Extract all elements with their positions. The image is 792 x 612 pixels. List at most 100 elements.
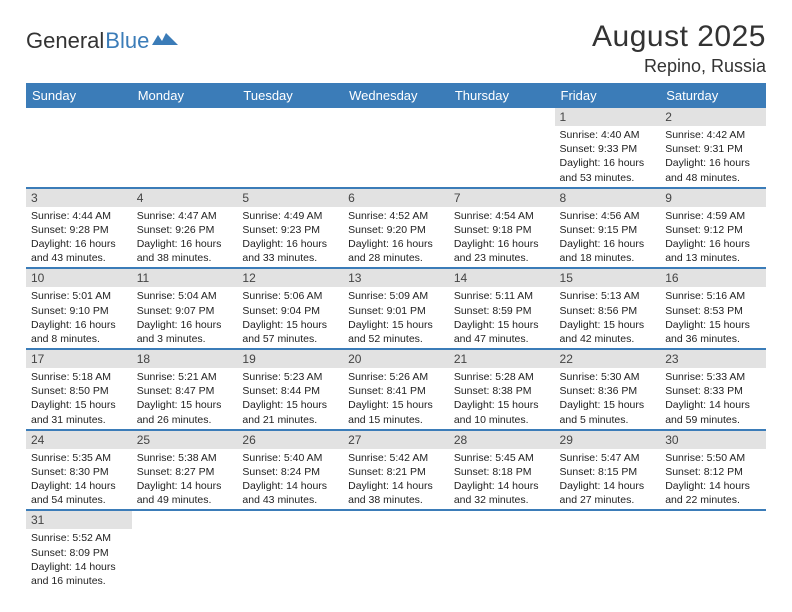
day-detail: Sunrise: 4:59 AMSunset: 9:12 PMDaylight:… xyxy=(660,207,766,268)
day-cell: 16Sunrise: 5:16 AMSunset: 8:53 PMDayligh… xyxy=(660,268,766,349)
day-detail: Sunrise: 5:38 AMSunset: 8:27 PMDaylight:… xyxy=(132,449,238,510)
day-detail: Sunrise: 5:42 AMSunset: 8:21 PMDaylight:… xyxy=(343,449,449,510)
day-number: 12 xyxy=(237,269,343,287)
day-cell: 10Sunrise: 5:01 AMSunset: 9:10 PMDayligh… xyxy=(26,268,132,349)
day-header: Friday xyxy=(555,83,661,108)
day-header: Wednesday xyxy=(343,83,449,108)
day-detail: Sunrise: 5:33 AMSunset: 8:33 PMDaylight:… xyxy=(660,368,766,429)
day-number: 25 xyxy=(132,431,238,449)
day-detail: Sunrise: 5:40 AMSunset: 8:24 PMDaylight:… xyxy=(237,449,343,510)
day-cell: 31Sunrise: 5:52 AMSunset: 8:09 PMDayligh… xyxy=(26,510,132,590)
day-header: Monday xyxy=(132,83,238,108)
day-cell: 30Sunrise: 5:50 AMSunset: 8:12 PMDayligh… xyxy=(660,430,766,511)
day-detail: Sunrise: 4:44 AMSunset: 9:28 PMDaylight:… xyxy=(26,207,132,268)
day-cell: 6Sunrise: 4:52 AMSunset: 9:20 PMDaylight… xyxy=(343,188,449,269)
page-title: August 2025 xyxy=(592,20,766,54)
week-row: 1Sunrise: 4:40 AMSunset: 9:33 PMDaylight… xyxy=(26,108,766,188)
day-detail: Sunrise: 5:45 AMSunset: 8:18 PMDaylight:… xyxy=(449,449,555,510)
day-number: 10 xyxy=(26,269,132,287)
day-detail: Sunrise: 5:11 AMSunset: 8:59 PMDaylight:… xyxy=(449,287,555,348)
day-cell: 11Sunrise: 5:04 AMSunset: 9:07 PMDayligh… xyxy=(132,268,238,349)
day-cell xyxy=(132,108,238,188)
day-header-row: SundayMondayTuesdayWednesdayThursdayFrid… xyxy=(26,83,766,108)
day-cell xyxy=(555,510,661,590)
day-number: 22 xyxy=(555,350,661,368)
day-cell: 19Sunrise: 5:23 AMSunset: 8:44 PMDayligh… xyxy=(237,349,343,430)
day-number: 17 xyxy=(26,350,132,368)
day-number: 1 xyxy=(555,108,661,126)
day-number: 15 xyxy=(555,269,661,287)
day-header: Saturday xyxy=(660,83,766,108)
day-header: Sunday xyxy=(26,83,132,108)
day-number: 11 xyxy=(132,269,238,287)
week-row: 10Sunrise: 5:01 AMSunset: 9:10 PMDayligh… xyxy=(26,268,766,349)
day-cell: 18Sunrise: 5:21 AMSunset: 8:47 PMDayligh… xyxy=(132,349,238,430)
day-cell xyxy=(449,510,555,590)
day-cell xyxy=(237,510,343,590)
calendar: SundayMondayTuesdayWednesdayThursdayFrid… xyxy=(26,83,766,590)
day-header: Tuesday xyxy=(237,83,343,108)
day-number: 18 xyxy=(132,350,238,368)
day-cell xyxy=(343,108,449,188)
calendar-body: 1Sunrise: 4:40 AMSunset: 9:33 PMDaylight… xyxy=(26,108,766,590)
day-number: 26 xyxy=(237,431,343,449)
header: GeneralBlue August 2025 Repino, Russia xyxy=(26,20,766,77)
day-cell: 1Sunrise: 4:40 AMSunset: 9:33 PMDaylight… xyxy=(555,108,661,188)
day-detail: Sunrise: 5:13 AMSunset: 8:56 PMDaylight:… xyxy=(555,287,661,348)
day-number: 30 xyxy=(660,431,766,449)
logo-icon xyxy=(152,27,178,53)
week-row: 17Sunrise: 5:18 AMSunset: 8:50 PMDayligh… xyxy=(26,349,766,430)
day-cell xyxy=(26,108,132,188)
week-row: 31Sunrise: 5:52 AMSunset: 8:09 PMDayligh… xyxy=(26,510,766,590)
day-cell: 4Sunrise: 4:47 AMSunset: 9:26 PMDaylight… xyxy=(132,188,238,269)
location: Repino, Russia xyxy=(592,56,766,77)
day-detail: Sunrise: 5:18 AMSunset: 8:50 PMDaylight:… xyxy=(26,368,132,429)
day-number: 14 xyxy=(449,269,555,287)
day-number: 6 xyxy=(343,189,449,207)
day-cell xyxy=(343,510,449,590)
logo-text-2: Blue xyxy=(105,28,149,54)
day-cell: 22Sunrise: 5:30 AMSunset: 8:36 PMDayligh… xyxy=(555,349,661,430)
logo: GeneralBlue xyxy=(26,28,178,54)
day-number: 23 xyxy=(660,350,766,368)
day-detail: Sunrise: 4:47 AMSunset: 9:26 PMDaylight:… xyxy=(132,207,238,268)
day-number: 19 xyxy=(237,350,343,368)
day-cell: 7Sunrise: 4:54 AMSunset: 9:18 PMDaylight… xyxy=(449,188,555,269)
day-detail: Sunrise: 4:49 AMSunset: 9:23 PMDaylight:… xyxy=(237,207,343,268)
day-cell: 26Sunrise: 5:40 AMSunset: 8:24 PMDayligh… xyxy=(237,430,343,511)
day-cell: 9Sunrise: 4:59 AMSunset: 9:12 PMDaylight… xyxy=(660,188,766,269)
day-detail: Sunrise: 5:50 AMSunset: 8:12 PMDaylight:… xyxy=(660,449,766,510)
day-cell: 5Sunrise: 4:49 AMSunset: 9:23 PMDaylight… xyxy=(237,188,343,269)
day-number: 9 xyxy=(660,189,766,207)
week-row: 24Sunrise: 5:35 AMSunset: 8:30 PMDayligh… xyxy=(26,430,766,511)
day-cell: 28Sunrise: 5:45 AMSunset: 8:18 PMDayligh… xyxy=(449,430,555,511)
day-cell: 3Sunrise: 4:44 AMSunset: 9:28 PMDaylight… xyxy=(26,188,132,269)
day-cell xyxy=(237,108,343,188)
day-detail: Sunrise: 5:16 AMSunset: 8:53 PMDaylight:… xyxy=(660,287,766,348)
day-number: 31 xyxy=(26,511,132,529)
day-number: 2 xyxy=(660,108,766,126)
day-detail: Sunrise: 5:26 AMSunset: 8:41 PMDaylight:… xyxy=(343,368,449,429)
day-number: 28 xyxy=(449,431,555,449)
day-detail: Sunrise: 4:40 AMSunset: 9:33 PMDaylight:… xyxy=(555,126,661,187)
day-cell: 21Sunrise: 5:28 AMSunset: 8:38 PMDayligh… xyxy=(449,349,555,430)
day-number: 27 xyxy=(343,431,449,449)
day-detail: Sunrise: 4:54 AMSunset: 9:18 PMDaylight:… xyxy=(449,207,555,268)
day-detail: Sunrise: 5:23 AMSunset: 8:44 PMDaylight:… xyxy=(237,368,343,429)
day-number: 21 xyxy=(449,350,555,368)
day-cell: 27Sunrise: 5:42 AMSunset: 8:21 PMDayligh… xyxy=(343,430,449,511)
title-block: August 2025 Repino, Russia xyxy=(592,20,766,77)
day-cell: 17Sunrise: 5:18 AMSunset: 8:50 PMDayligh… xyxy=(26,349,132,430)
day-number: 3 xyxy=(26,189,132,207)
day-detail: Sunrise: 5:04 AMSunset: 9:07 PMDaylight:… xyxy=(132,287,238,348)
day-cell xyxy=(132,510,238,590)
day-cell: 14Sunrise: 5:11 AMSunset: 8:59 PMDayligh… xyxy=(449,268,555,349)
day-cell: 12Sunrise: 5:06 AMSunset: 9:04 PMDayligh… xyxy=(237,268,343,349)
day-number: 29 xyxy=(555,431,661,449)
logo-text-1: General xyxy=(26,28,104,54)
day-detail: Sunrise: 5:06 AMSunset: 9:04 PMDaylight:… xyxy=(237,287,343,348)
day-cell xyxy=(449,108,555,188)
day-detail: Sunrise: 5:21 AMSunset: 8:47 PMDaylight:… xyxy=(132,368,238,429)
day-cell: 29Sunrise: 5:47 AMSunset: 8:15 PMDayligh… xyxy=(555,430,661,511)
day-number: 13 xyxy=(343,269,449,287)
